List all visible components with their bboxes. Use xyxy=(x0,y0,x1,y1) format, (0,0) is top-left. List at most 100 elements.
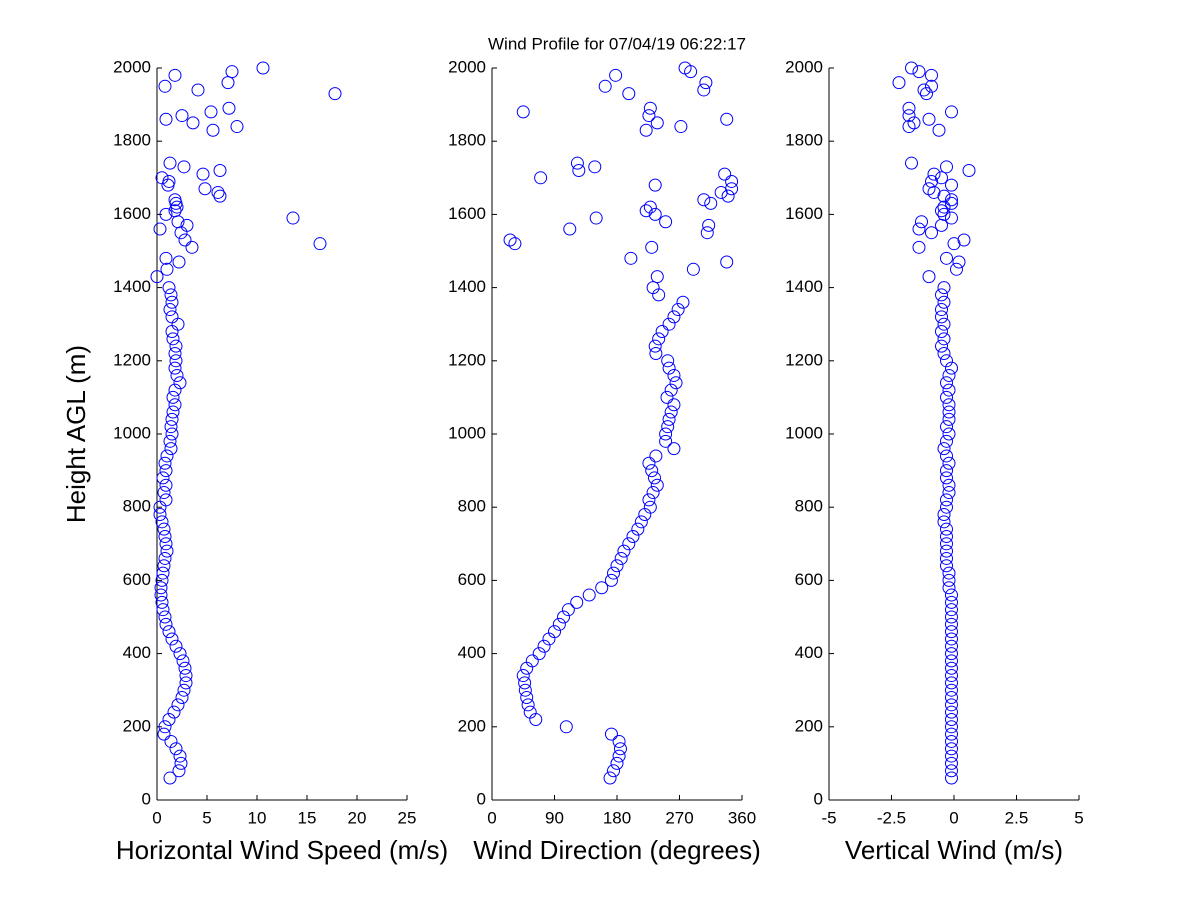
data-point xyxy=(942,486,956,500)
data-point xyxy=(945,595,958,609)
data-point xyxy=(945,661,958,675)
data-point xyxy=(669,376,683,390)
data-point xyxy=(582,588,596,602)
y-tick-label: 1400 xyxy=(113,277,151,296)
data-point xyxy=(165,427,179,441)
data-point xyxy=(570,156,584,170)
data-point xyxy=(561,603,575,617)
data-point xyxy=(937,317,951,331)
data-point xyxy=(588,160,602,174)
data-point xyxy=(162,281,176,295)
data-point xyxy=(942,383,956,397)
data-point xyxy=(171,698,185,712)
data-point xyxy=(945,691,958,705)
y-tick-label: 600 xyxy=(123,570,151,589)
data-point xyxy=(942,412,956,426)
data-point xyxy=(945,178,958,192)
data-point xyxy=(905,61,918,75)
data-point xyxy=(957,233,971,247)
y-tick-label: 0 xyxy=(814,789,823,808)
data-point xyxy=(912,65,926,79)
data-point xyxy=(642,493,656,507)
data-point xyxy=(156,603,170,617)
data-point xyxy=(158,551,172,565)
data-point xyxy=(603,771,617,785)
data-point xyxy=(213,189,227,203)
data-point xyxy=(945,756,958,770)
data-point xyxy=(622,87,636,101)
y-tick-label: 0 xyxy=(142,789,151,808)
data-point xyxy=(645,240,659,254)
data-point xyxy=(225,65,239,79)
data-point xyxy=(174,756,188,770)
data-point xyxy=(162,625,176,639)
x-tick-label: 0 xyxy=(152,808,161,827)
data-point xyxy=(662,412,676,426)
data-point xyxy=(935,339,948,353)
data-point xyxy=(661,354,675,368)
y-tick-label: 200 xyxy=(123,716,151,735)
data-point xyxy=(156,471,170,485)
data-point xyxy=(162,174,176,188)
data-point xyxy=(612,749,626,763)
data-point xyxy=(945,712,958,726)
data-point xyxy=(179,669,193,683)
data-point xyxy=(165,632,179,646)
y-tick-label: 1400 xyxy=(448,277,486,296)
data-point xyxy=(642,109,656,123)
data-point xyxy=(164,420,178,434)
chart-title: Wind Profile for 07/04/19 06:22:17 xyxy=(488,34,746,53)
data-point xyxy=(940,449,953,463)
data-point xyxy=(937,442,951,456)
data-point xyxy=(158,456,172,470)
data-point xyxy=(940,537,953,551)
data-point xyxy=(172,764,186,778)
data-point xyxy=(166,332,180,346)
x-tick-label: 5 xyxy=(1074,808,1083,827)
data-point xyxy=(945,625,958,639)
data-point xyxy=(935,303,948,317)
data-point xyxy=(937,295,951,309)
data-point xyxy=(163,156,177,170)
data-point xyxy=(915,215,928,229)
data-point xyxy=(222,101,236,115)
data-point xyxy=(559,720,573,734)
data-point xyxy=(945,193,958,207)
data-point xyxy=(942,398,956,412)
data-point xyxy=(942,566,956,580)
data-point xyxy=(166,390,180,404)
data-point xyxy=(160,262,174,276)
y-tick-label: 1600 xyxy=(113,204,151,223)
data-point xyxy=(945,588,958,602)
x-tick-label: 15 xyxy=(298,808,317,827)
data-point xyxy=(942,456,956,470)
data-point xyxy=(158,79,172,93)
data-point xyxy=(945,705,958,719)
data-point xyxy=(945,196,958,210)
data-point xyxy=(256,61,270,75)
data-point xyxy=(945,742,958,756)
data-point xyxy=(610,559,624,573)
data-point xyxy=(945,676,958,690)
data-point xyxy=(159,112,173,126)
y-tick-label: 1400 xyxy=(785,277,823,296)
y-tick-label: 0 xyxy=(477,789,486,808)
data-point xyxy=(165,412,179,426)
data-point xyxy=(168,193,182,207)
data-point xyxy=(699,76,713,90)
data-point xyxy=(942,368,956,382)
x-tick-label: 10 xyxy=(248,808,267,827)
data-point xyxy=(508,237,522,251)
data-point xyxy=(154,588,168,602)
data-point xyxy=(667,398,681,412)
data-point xyxy=(907,116,921,130)
x-tick-label: 180 xyxy=(603,808,631,827)
data-point xyxy=(671,303,685,317)
data-point xyxy=(168,361,182,375)
data-point xyxy=(173,647,187,661)
data-point xyxy=(937,189,951,203)
x-tick-label: 0 xyxy=(949,808,958,827)
data-point xyxy=(176,654,190,668)
data-point xyxy=(169,339,183,353)
y-tick-label: 800 xyxy=(458,497,486,516)
